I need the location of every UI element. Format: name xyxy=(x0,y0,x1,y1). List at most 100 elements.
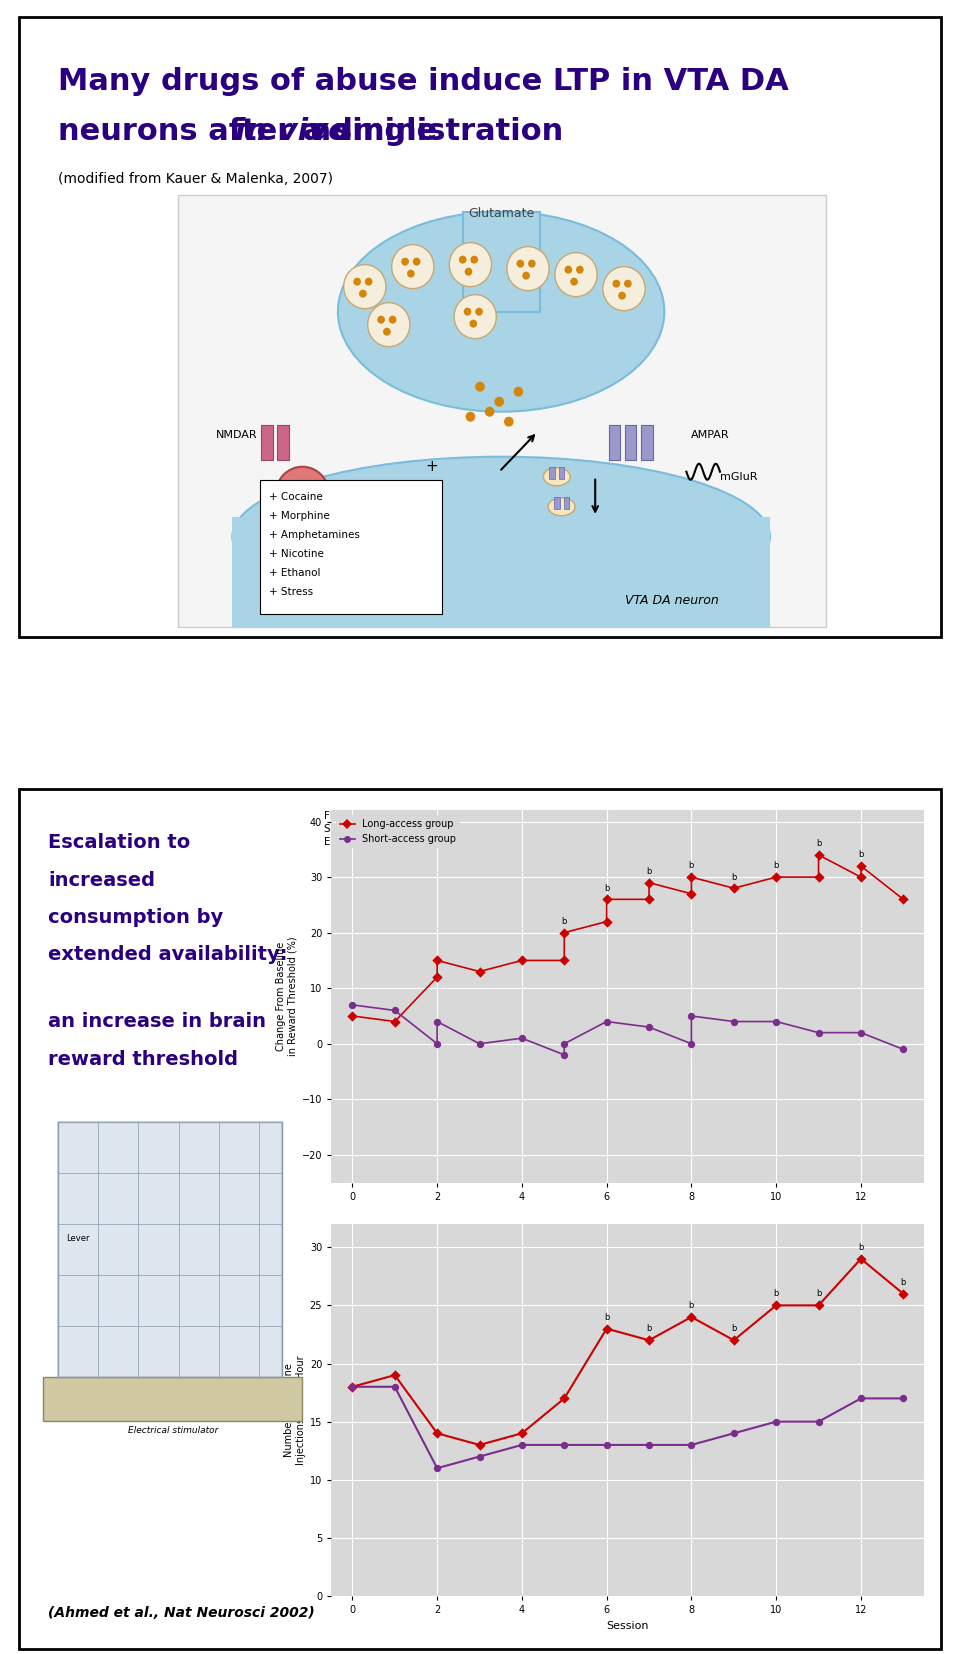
Point xyxy=(726,1327,741,1353)
Circle shape xyxy=(564,266,572,273)
Circle shape xyxy=(514,387,523,397)
Point xyxy=(557,920,572,946)
Text: Escalation to: Escalation to xyxy=(48,834,190,852)
Text: b: b xyxy=(816,1290,821,1298)
Point xyxy=(811,1019,827,1045)
Point xyxy=(896,1384,911,1411)
Point xyxy=(641,1327,657,1353)
Circle shape xyxy=(555,253,597,296)
Text: Many drugs of abuse induce LTP in VTA DA: Many drugs of abuse induce LTP in VTA DA xyxy=(58,66,788,96)
Point xyxy=(599,1009,614,1035)
Circle shape xyxy=(344,265,386,309)
Point xyxy=(811,842,827,868)
Text: Glutamate: Glutamate xyxy=(468,207,535,220)
Point xyxy=(641,1014,657,1040)
Text: b: b xyxy=(774,862,779,870)
Circle shape xyxy=(276,466,329,523)
Point xyxy=(515,1421,530,1447)
FancyBboxPatch shape xyxy=(463,212,540,311)
Text: + Morphine: + Morphine xyxy=(269,511,329,521)
Circle shape xyxy=(504,417,514,427)
Text: b: b xyxy=(688,862,694,870)
Circle shape xyxy=(612,280,620,288)
Text: AMPAR: AMPAR xyxy=(691,430,730,440)
Point xyxy=(557,1432,572,1459)
Point xyxy=(726,875,741,901)
Point xyxy=(345,1373,360,1399)
Ellipse shape xyxy=(232,457,770,617)
FancyBboxPatch shape xyxy=(564,496,569,509)
Point xyxy=(684,880,699,906)
Text: consumption by: consumption by xyxy=(48,908,224,926)
Text: Lever: Lever xyxy=(66,1234,89,1244)
Point xyxy=(811,1292,827,1318)
Text: + Stress: + Stress xyxy=(269,587,313,597)
Point xyxy=(557,1030,572,1057)
FancyBboxPatch shape xyxy=(625,425,636,460)
Text: b: b xyxy=(688,1302,694,1310)
FancyBboxPatch shape xyxy=(58,1123,282,1378)
Point xyxy=(472,958,487,984)
Point xyxy=(472,1432,487,1459)
Circle shape xyxy=(576,266,584,273)
Point xyxy=(684,1030,699,1057)
Point xyxy=(768,1009,783,1035)
FancyBboxPatch shape xyxy=(277,425,289,460)
Point xyxy=(684,1303,699,1330)
Circle shape xyxy=(454,294,496,339)
FancyBboxPatch shape xyxy=(549,466,555,478)
Text: b: b xyxy=(732,1325,736,1333)
FancyBboxPatch shape xyxy=(641,425,653,460)
Point xyxy=(768,863,783,890)
Circle shape xyxy=(475,308,483,316)
Text: b: b xyxy=(732,873,736,882)
Circle shape xyxy=(466,412,475,422)
Ellipse shape xyxy=(543,468,570,486)
Point xyxy=(641,870,657,896)
FancyBboxPatch shape xyxy=(19,17,941,637)
Point xyxy=(811,1409,827,1436)
Legend: Long-access group, Short-access group: Long-access group, Short-access group xyxy=(336,815,460,849)
Text: administration: administration xyxy=(300,116,564,146)
FancyBboxPatch shape xyxy=(260,480,442,614)
Text: b: b xyxy=(646,867,652,877)
Text: b: b xyxy=(646,1325,652,1333)
Circle shape xyxy=(368,303,410,347)
Text: NOS: NOS xyxy=(290,490,315,500)
Point xyxy=(387,1009,402,1035)
Point xyxy=(515,1432,530,1459)
Point xyxy=(429,1030,444,1057)
Text: b: b xyxy=(604,1313,610,1322)
Circle shape xyxy=(401,258,409,266)
Circle shape xyxy=(365,278,372,286)
Point xyxy=(429,1009,444,1035)
X-axis label: Session: Session xyxy=(607,1621,649,1631)
Point xyxy=(853,1019,869,1045)
Circle shape xyxy=(528,260,536,268)
Point xyxy=(853,1245,869,1272)
Point xyxy=(557,948,572,974)
Circle shape xyxy=(470,256,478,263)
Ellipse shape xyxy=(338,212,664,412)
Circle shape xyxy=(494,397,504,407)
FancyBboxPatch shape xyxy=(261,425,273,460)
Point xyxy=(684,863,699,890)
Point xyxy=(853,853,869,880)
Text: +: + xyxy=(425,460,439,475)
Text: Electrical stimulator: Electrical stimulator xyxy=(128,1426,218,1436)
Circle shape xyxy=(459,256,467,263)
Point xyxy=(599,1315,614,1341)
Circle shape xyxy=(465,268,472,276)
Circle shape xyxy=(383,327,391,336)
FancyBboxPatch shape xyxy=(554,496,560,509)
Circle shape xyxy=(507,246,549,291)
Point xyxy=(811,863,827,890)
Point xyxy=(557,1042,572,1068)
Text: + Nicotine: + Nicotine xyxy=(269,549,324,559)
Point xyxy=(345,992,360,1019)
Text: b: b xyxy=(858,1242,864,1252)
Text: mGluR: mGluR xyxy=(720,471,757,481)
Point xyxy=(768,1292,783,1318)
Circle shape xyxy=(475,382,485,392)
Point xyxy=(599,1432,614,1459)
